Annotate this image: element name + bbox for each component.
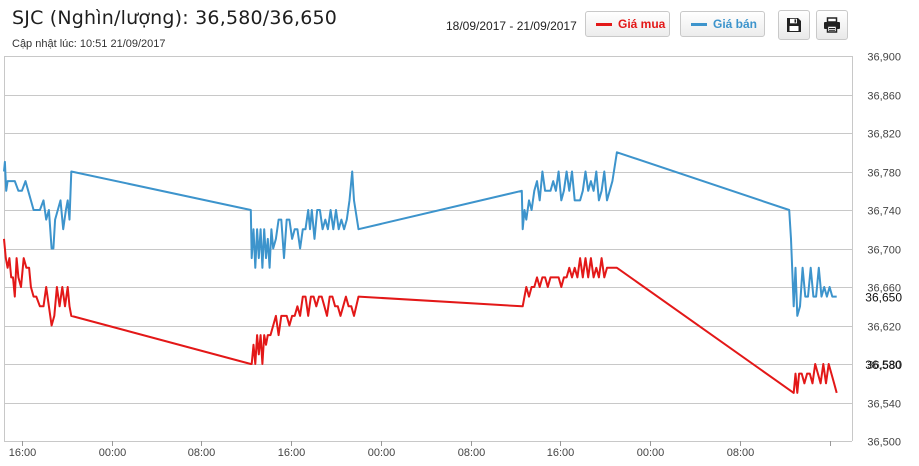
- series-line-buy: [3, 238, 838, 394]
- print-button[interactable]: [816, 10, 848, 40]
- x-tick-label: 08:00: [458, 447, 486, 459]
- last-value-label: 36,650: [865, 291, 902, 305]
- y-tick-label: 36,860: [867, 91, 901, 103]
- y-tick-label: 36,820: [867, 129, 901, 141]
- x-tick-label: 00:00: [99, 447, 127, 459]
- x-tick-label: 16:00: [547, 447, 575, 459]
- legend-buy-label: Giá mua: [618, 17, 666, 31]
- printer-icon: [824, 17, 840, 33]
- y-tick-label: 36,700: [867, 245, 901, 257]
- y-tick-label: 36,580: [867, 360, 901, 372]
- x-tick-label: 08:00: [727, 447, 755, 459]
- x-tick-label: 16:00: [9, 447, 37, 459]
- y-tick-label: 36,540: [867, 399, 901, 411]
- last-updated: Cập nhật lúc: 10:51 21/09/2017: [12, 38, 166, 50]
- series-line-sell: [3, 151, 837, 317]
- y-tick-label: 36,900: [867, 52, 901, 64]
- y-tick-label: 36,620: [867, 322, 901, 334]
- legend-sell-button[interactable]: Giá bán: [680, 11, 765, 37]
- y-tick-label: 36,660: [867, 283, 901, 295]
- date-range: 18/09/2017 - 21/09/2017: [446, 19, 577, 33]
- x-tick-label: 00:00: [368, 447, 396, 459]
- buy-line-icon: [596, 22, 612, 26]
- y-tick-label: 36,500: [867, 437, 901, 449]
- y-tick-label: 36,780: [867, 168, 901, 180]
- save-button[interactable]: [778, 10, 810, 40]
- last-value-label: 36,580: [865, 358, 902, 372]
- legend-buy-button[interactable]: Giá mua: [585, 11, 670, 37]
- chart-title: SJC (Nghìn/lượng): 36,580/36,650: [12, 7, 338, 29]
- legend-sell-label: Giá bán: [713, 17, 758, 31]
- x-tick-label: 00:00: [637, 447, 665, 459]
- sell-line-icon: [691, 22, 707, 26]
- y-tick-label: 36,740: [867, 206, 901, 218]
- x-tick-label: 16:00: [278, 447, 306, 459]
- floppy-disk-icon: [787, 18, 801, 32]
- x-tick-label: 08:00: [188, 447, 216, 459]
